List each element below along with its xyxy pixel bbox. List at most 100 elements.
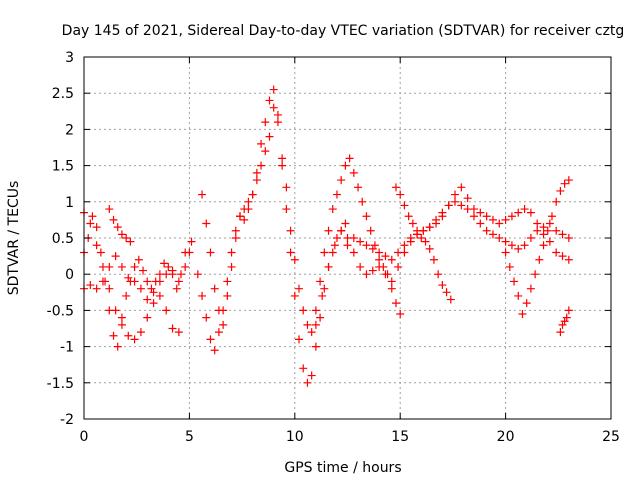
data-point bbox=[341, 161, 350, 170]
data-point bbox=[413, 226, 422, 235]
data-point bbox=[126, 277, 135, 286]
data-point bbox=[545, 237, 554, 246]
data-point bbox=[391, 299, 400, 308]
data-point bbox=[421, 237, 430, 246]
data-point bbox=[349, 168, 358, 177]
data-point bbox=[495, 219, 504, 228]
data-point bbox=[356, 262, 365, 271]
data-point bbox=[143, 295, 152, 304]
data-point bbox=[505, 262, 514, 271]
data-point bbox=[476, 219, 485, 228]
data-point bbox=[552, 197, 561, 206]
data-point bbox=[349, 248, 358, 257]
x-tick-label: 0 bbox=[80, 429, 89, 445]
data-point bbox=[105, 205, 114, 214]
data-point bbox=[328, 205, 337, 214]
data-point bbox=[330, 241, 339, 250]
data-point bbox=[539, 241, 548, 250]
data-point bbox=[202, 313, 211, 322]
data-point bbox=[514, 291, 523, 300]
series-track-k bbox=[556, 306, 573, 337]
data-point bbox=[295, 284, 304, 293]
y-tick-label: 0.5 bbox=[52, 231, 74, 247]
data-point bbox=[375, 255, 384, 264]
data-point bbox=[457, 183, 466, 192]
y-tick-label: 2.5 bbox=[52, 86, 74, 102]
data-point bbox=[210, 346, 219, 355]
data-point bbox=[381, 252, 390, 261]
data-point bbox=[290, 255, 299, 264]
data-point bbox=[417, 234, 426, 242]
data-point bbox=[341, 219, 350, 228]
y-tick-label: -1 bbox=[60, 340, 74, 356]
data-point bbox=[101, 277, 110, 286]
data-point bbox=[368, 244, 377, 253]
data-point bbox=[375, 262, 384, 271]
x-tick-label: 15 bbox=[391, 429, 409, 445]
data-point bbox=[122, 234, 131, 242]
data-point bbox=[126, 237, 135, 246]
data-point bbox=[518, 310, 527, 319]
data-point bbox=[311, 342, 320, 351]
data-point bbox=[307, 328, 316, 337]
data-point bbox=[105, 284, 114, 293]
data-point bbox=[244, 197, 253, 206]
data-point bbox=[117, 230, 126, 239]
x-axis-label: GPS time / hours bbox=[284, 460, 401, 476]
data-point bbox=[96, 248, 105, 257]
data-point bbox=[560, 179, 569, 188]
data-point bbox=[556, 328, 565, 337]
data-point bbox=[564, 306, 573, 315]
data-point bbox=[134, 255, 143, 264]
data-point bbox=[438, 208, 447, 217]
data-point bbox=[160, 259, 169, 268]
data-point bbox=[227, 248, 236, 257]
data-point bbox=[501, 248, 510, 257]
data-point bbox=[324, 262, 333, 271]
data-point bbox=[337, 226, 346, 235]
data-point bbox=[343, 241, 352, 250]
series-track-d bbox=[105, 205, 135, 246]
data-point bbox=[193, 270, 202, 279]
data-point bbox=[507, 241, 516, 250]
data-point bbox=[206, 335, 215, 344]
data-point bbox=[235, 212, 244, 221]
data-point bbox=[368, 266, 377, 275]
data-point bbox=[206, 248, 215, 257]
y-tick-label: 1 bbox=[65, 195, 74, 211]
data-point bbox=[526, 234, 535, 242]
data-point bbox=[86, 281, 95, 290]
data-point bbox=[282, 205, 291, 214]
data-point bbox=[558, 230, 567, 239]
data-point bbox=[231, 234, 240, 242]
data-point bbox=[124, 273, 133, 282]
data-point bbox=[463, 205, 472, 214]
data-point bbox=[387, 277, 396, 286]
data-point bbox=[257, 161, 266, 170]
data-point bbox=[176, 270, 185, 279]
series-track-b bbox=[80, 237, 196, 304]
data-point bbox=[168, 324, 177, 333]
data-point bbox=[564, 176, 573, 185]
data-point bbox=[117, 313, 126, 322]
data-point bbox=[113, 342, 122, 351]
data-point bbox=[136, 328, 145, 337]
data-point bbox=[210, 284, 219, 293]
data-point bbox=[307, 371, 316, 380]
data-point bbox=[531, 270, 540, 279]
data-point bbox=[558, 252, 567, 261]
data-point bbox=[155, 270, 164, 279]
data-point bbox=[533, 219, 542, 228]
data-point bbox=[362, 241, 371, 250]
data-point bbox=[155, 291, 164, 300]
data-point bbox=[451, 190, 460, 199]
y-tick-label: 3 bbox=[65, 50, 74, 66]
series-track-g bbox=[311, 183, 573, 329]
data-point bbox=[92, 223, 101, 232]
data-point bbox=[370, 241, 379, 250]
data-point bbox=[362, 270, 371, 279]
data-point bbox=[311, 306, 320, 315]
data-point bbox=[248, 190, 257, 199]
data-point bbox=[214, 306, 223, 315]
